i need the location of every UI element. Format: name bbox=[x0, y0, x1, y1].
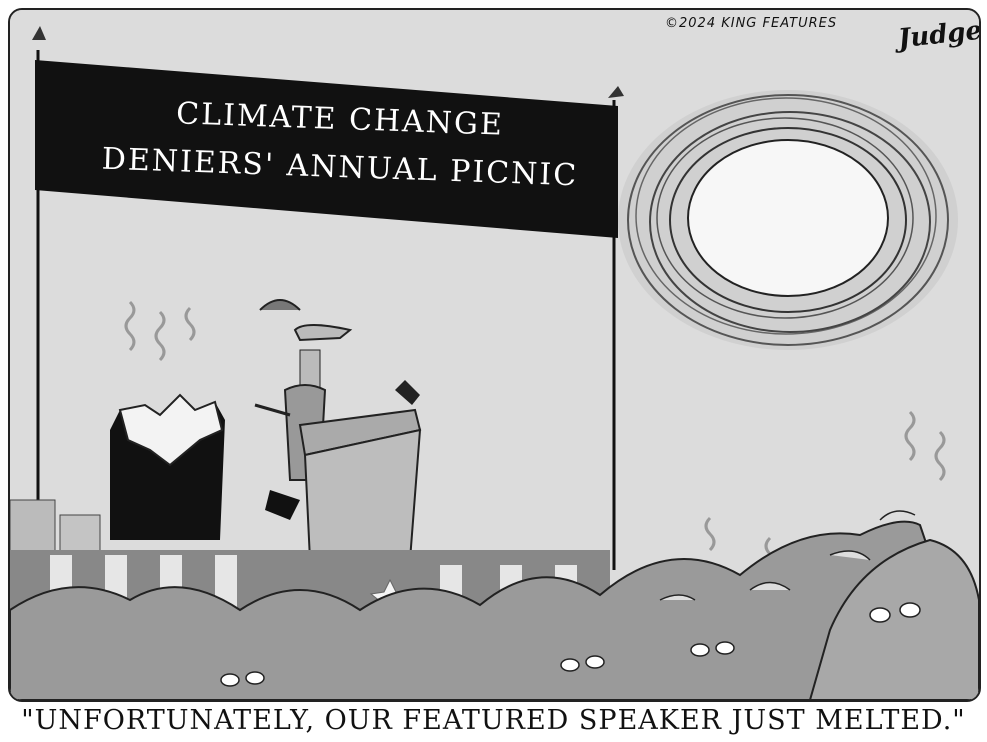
right-flag bbox=[608, 86, 624, 98]
podium bbox=[298, 380, 422, 561]
copyright-notice: ©2024 KING FEATURES bbox=[665, 16, 838, 31]
sun bbox=[618, 90, 958, 350]
banner bbox=[35, 60, 618, 238]
left-flag bbox=[32, 26, 46, 40]
melted-speaker bbox=[110, 393, 225, 540]
crowd bbox=[10, 510, 979, 700]
cartoon-caption: "UNFORTUNATELY, OUR FEATURED SPEAKER JUS… bbox=[21, 705, 966, 736]
sweat-drops bbox=[659, 510, 916, 601]
cartoon-panel: ©2024 KING FEATURES Judge CLIMATE CHANGE… bbox=[8, 8, 981, 702]
microphone bbox=[395, 380, 420, 405]
cartoon-illustration bbox=[10, 10, 979, 700]
